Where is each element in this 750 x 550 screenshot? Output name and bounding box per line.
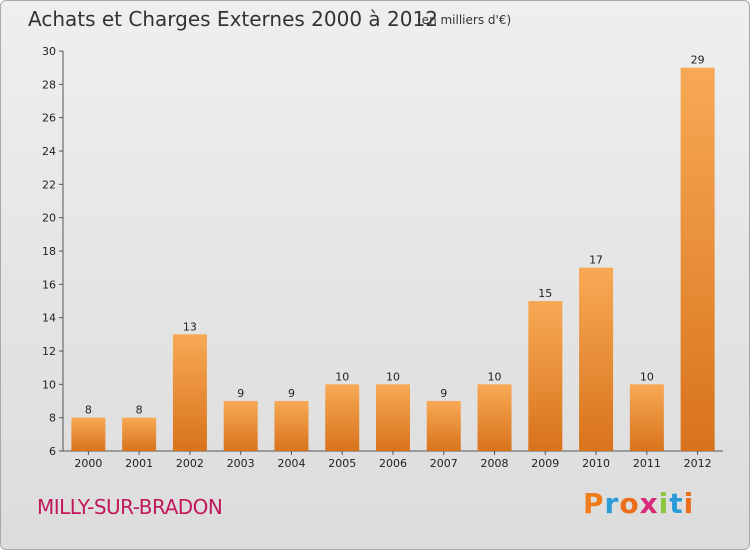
- bar-2007: [426, 401, 461, 451]
- data-label: 8: [136, 404, 143, 417]
- labels-group: 2000 8 2001 8 2002 13 2003 9 2004 9 2005 10 2006 10 20…: [74, 54, 711, 470]
- logo-letter: x: [639, 487, 659, 520]
- bar-2010: [579, 267, 614, 451]
- proxiti-logo[interactable]: Proxiti: [583, 487, 694, 520]
- logo-letter: t: [669, 487, 684, 520]
- bars-group: [71, 67, 715, 452]
- data-label: 9: [288, 387, 295, 400]
- data-label: 9: [440, 387, 447, 400]
- y-tick-label: 16: [42, 278, 56, 291]
- x-tick-label: 2012: [684, 457, 712, 470]
- y-tick-label: 10: [42, 378, 56, 391]
- bar-2000: [71, 417, 106, 451]
- x-tick-label: 2002: [176, 457, 204, 470]
- chart-axes: 6 8 10 12 14 16 18 20 22 24 26 28 30: [42, 45, 723, 458]
- x-tick-label: 2004: [277, 457, 305, 470]
- data-label: 15: [538, 287, 552, 300]
- bar-2004: [274, 401, 309, 451]
- y-tick-label: 8: [49, 412, 56, 425]
- y-tick-label: 24: [42, 145, 56, 158]
- logo-letter: i: [658, 487, 670, 520]
- x-tick-label: 2008: [481, 457, 509, 470]
- x-tick-label: 2001: [125, 457, 153, 470]
- data-label: 17: [589, 254, 603, 267]
- bar-2003: [223, 401, 258, 451]
- x-tick-label: 2011: [633, 457, 661, 470]
- data-label: 10: [386, 370, 400, 383]
- bar-2001: [122, 417, 157, 451]
- data-label: 10: [488, 370, 502, 383]
- logo-letter: o: [619, 487, 640, 520]
- data-label: 13: [183, 320, 197, 333]
- logo-letter: i: [683, 487, 695, 520]
- bar-2005: [325, 384, 360, 451]
- bar-2008: [477, 384, 512, 451]
- data-label: 9: [237, 387, 244, 400]
- bar-2006: [376, 384, 410, 451]
- x-tick-label: 2005: [328, 457, 356, 470]
- y-tick-label: 6: [49, 445, 56, 458]
- y-tick-label: 28: [42, 78, 56, 91]
- logo-letter: r: [604, 487, 620, 520]
- logo-letter: P: [583, 487, 605, 520]
- x-tick-label: 2006: [379, 457, 407, 470]
- y-tick-label: 20: [42, 212, 56, 225]
- y-tick-label: 26: [42, 112, 56, 125]
- x-tick-label: 2009: [531, 457, 559, 470]
- y-tick-label: 14: [42, 312, 56, 325]
- y-tick-label: 12: [42, 345, 56, 358]
- y-tick-label: 18: [42, 245, 56, 258]
- data-label: 10: [335, 370, 349, 383]
- chart-title: Achats et Charges Externes 2000 à 2012: [28, 7, 438, 31]
- y-tick-label: 30: [42, 45, 56, 58]
- bar-2002: [172, 334, 207, 451]
- bar-2011: [629, 384, 664, 451]
- bar-2009: [528, 301, 563, 451]
- data-label: 8: [85, 404, 92, 417]
- bar-2012: [680, 67, 715, 452]
- x-tick-label: 2007: [430, 457, 458, 470]
- data-label: 10: [640, 370, 654, 383]
- x-tick-label: 2010: [582, 457, 610, 470]
- x-tick-label: 2003: [227, 457, 255, 470]
- x-tick-label: 2000: [74, 457, 102, 470]
- place-name: MILLY-SUR-BRADON: [37, 495, 223, 519]
- y-tick-label: 22: [42, 178, 56, 191]
- data-label: 29: [691, 54, 705, 67]
- chart-unit: (en milliers d'€): [417, 13, 512, 27]
